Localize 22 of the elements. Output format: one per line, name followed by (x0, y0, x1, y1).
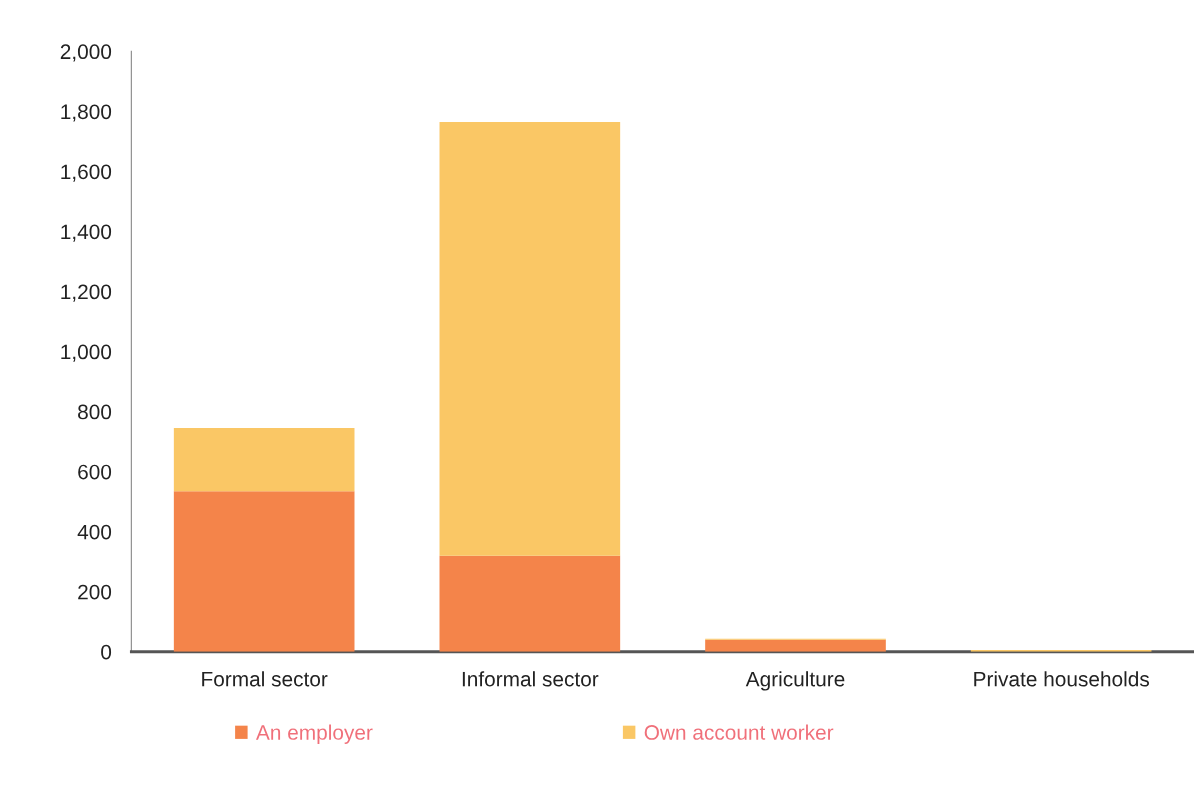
y-tick-label: 800 (78, 404, 112, 420)
y-tick-label: 1,000 (61, 344, 112, 362)
y-tick-label: 1,800 (61, 104, 112, 122)
x-tick-label: Informal sector (462, 671, 599, 687)
bar (705, 639, 886, 652)
y-tick-label: 2,000 (60, 44, 112, 62)
y-tick-label: 1,200 (61, 284, 112, 302)
y-tick-label: 600 (78, 464, 112, 480)
x-tick-label: Formal sector (202, 671, 328, 687)
y-tick-label: 200 (78, 584, 112, 600)
y-tick-label: 1,600 (61, 164, 112, 182)
bar (173, 491, 355, 652)
y-tick-label: 1,400 (61, 224, 112, 242)
x-tick-label: Private households (974, 671, 1150, 687)
y-tick-label: 400 (77, 524, 112, 540)
bar (439, 121, 621, 556)
bar (173, 428, 355, 492)
bar (439, 555, 621, 652)
y-tick-label: 0 (101, 644, 112, 660)
legend-label: Own account worker (644, 724, 834, 740)
x-tick-label: Agriculture (745, 671, 845, 691)
legend-label: An employer (255, 724, 373, 744)
